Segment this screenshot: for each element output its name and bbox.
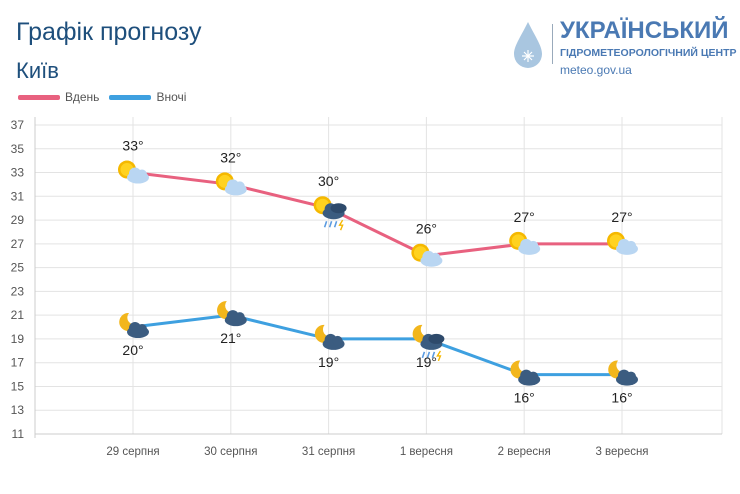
- moon-cloud-icon: [314, 324, 345, 350]
- sun-cloud-icon: [509, 231, 541, 255]
- y-tick-label: 29: [11, 213, 25, 227]
- x-tick-label: 1 вересня: [400, 446, 453, 458]
- logo-subtitle: ГІДРОМЕТЕОРОЛОГІЧНИЙ ЦЕНТР: [560, 47, 737, 59]
- x-tick-label: 2 вересня: [498, 446, 551, 458]
- x-tick-label: 29 серпня: [106, 446, 159, 458]
- data-label: 19°: [416, 354, 437, 370]
- data-label: 26°: [416, 221, 437, 237]
- sun-cloud-icon: [607, 231, 638, 255]
- x-tick-label: 31 серпня: [302, 446, 355, 458]
- data-label: 27°: [611, 209, 632, 225]
- y-tick-label: 17: [11, 356, 25, 370]
- y-tick-label: 25: [11, 261, 25, 275]
- sun-cloud-icon: [118, 160, 149, 184]
- y-tick-label: 15: [11, 379, 25, 393]
- series-line-day: [132, 171, 622, 258]
- logo-name: УКРАЇНСЬКИЙ: [560, 17, 729, 44]
- data-label: 16°: [514, 390, 535, 406]
- y-tick-label: 37: [11, 118, 25, 132]
- logo-url: meteo.gov.ua: [560, 63, 632, 77]
- sun-storm-rain-icon: [313, 196, 347, 231]
- y-tick-label: 35: [11, 142, 25, 156]
- y-tick-label: 23: [11, 284, 25, 298]
- x-tick-label: 30 серпня: [204, 446, 257, 458]
- data-label: 16°: [611, 390, 632, 406]
- logo-divider: [552, 24, 553, 64]
- page-title: Графік прогнозу: [16, 18, 202, 46]
- ukrhydromet-logo[interactable]: УКРАЇНСЬКИЙ ГІДРОМЕТЕОРОЛОГІЧНИЙ ЦЕНТР m…: [510, 18, 738, 80]
- sun-cloud-icon: [411, 243, 443, 267]
- legend-night-swatch: [109, 94, 152, 100]
- city-name: Київ: [16, 58, 59, 83]
- legend-night[interactable]: Вночі: [109, 90, 186, 104]
- data-label: 33°: [122, 138, 143, 154]
- y-tick-label: 13: [11, 403, 25, 417]
- moon-cloud-icon: [119, 313, 149, 339]
- legend-day[interactable]: Вдень: [18, 90, 99, 104]
- y-tick-label: 33: [11, 166, 25, 180]
- data-label: 30°: [318, 173, 339, 189]
- data-label: 21°: [220, 330, 241, 346]
- data-label: 20°: [122, 342, 143, 358]
- moon-cloud-icon: [510, 360, 541, 386]
- y-tick-label: 31: [11, 189, 25, 203]
- y-tick-label: 27: [11, 237, 25, 251]
- y-tick-label: 11: [12, 427, 25, 441]
- data-label: 27°: [514, 209, 535, 225]
- x-tick-label: 3 вересня: [595, 446, 648, 458]
- moon-cloud-icon: [217, 301, 247, 327]
- data-label: 19°: [318, 354, 339, 370]
- legend-day-swatch: [18, 94, 60, 100]
- series-line-night: [132, 313, 622, 377]
- sun-cloud-icon: [215, 172, 247, 196]
- moon-cloud-icon: [608, 360, 638, 386]
- water-drop-icon: [514, 22, 542, 68]
- legend-day-label: Вдень: [65, 90, 100, 104]
- y-tick-label: 21: [11, 308, 25, 322]
- legend: Вдень Вночі: [18, 90, 196, 104]
- data-label: 32°: [220, 149, 241, 165]
- moon-storm-rain-icon: [412, 324, 445, 362]
- legend-night-label: Вночі: [156, 90, 187, 104]
- y-tick-label: 19: [11, 332, 25, 346]
